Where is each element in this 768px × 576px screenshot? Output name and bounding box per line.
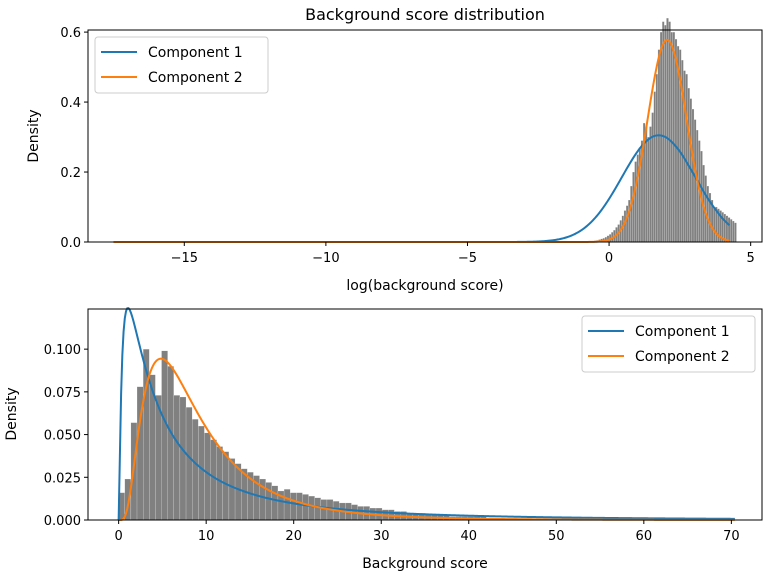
histogram-bar [198,425,205,521]
histogram-bar [283,489,291,521]
histogram-bar [634,161,637,243]
y-tick-label: 0.100 [44,343,81,358]
legend-box [94,36,269,94]
histogram-bar [651,112,654,243]
bottom-axes-frame [87,308,763,521]
histogram-bar [729,219,733,243]
histogram-bar [192,419,199,521]
curve-component-1 [117,307,735,521]
x-tick-label: −15 [171,251,198,266]
histogram-bar [167,366,174,521]
histogram-bar [664,24,667,243]
histogram-bar [302,494,309,521]
y-tick-label: 0.4 [60,96,81,111]
x-tick-label: 60 [636,529,653,544]
x-tick-label: 30 [373,529,390,544]
histogram-bar [179,396,187,521]
y-tick-label: 0.0 [60,236,81,251]
histogram-bar [210,439,217,521]
y-tick-label: 0.075 [44,386,81,401]
y-tick-label: 0.6 [60,26,81,41]
histogram-bar [649,126,652,243]
histogram-bar [623,210,627,243]
chart-title: Background score distribution [305,5,545,24]
histogram-bar [706,185,710,243]
legend-label-component-2: Component 2 [635,349,730,365]
y-tick-label: 0.2 [60,166,81,181]
bottom-y-axis-label: Density [4,387,20,440]
x-tick-label: 40 [460,529,477,544]
histogram-bar [271,485,279,521]
histogram-bar [632,171,635,243]
histogram-bar [630,185,633,243]
x-tick-label: 0 [114,529,122,544]
histogram-bar [290,492,297,521]
y-tick-label: 0.050 [44,429,81,444]
top-x-ticks: −15 −10 −5 0 5 [171,242,755,266]
top-x-axis-label: log(background score) [346,278,503,294]
histogram-bar [734,222,737,243]
legend-box [581,315,756,373]
legend-label-component-1: Component 1 [148,45,243,61]
histogram-bar [161,350,168,521]
bottom-chart: 0 10 20 30 40 50 60 70 0.000 0.025 0.050 0.075 0.10… [4,307,763,572]
histogram-bar [727,217,731,243]
histogram-bar [659,31,663,243]
histogram-bar [314,497,321,521]
y-tick-label: 0.000 [44,514,81,529]
histogram-bar [672,31,676,243]
x-tick-label: 50 [548,529,565,544]
histogram-bar [653,91,656,243]
x-tick-label: 0 [605,251,613,266]
histogram-bar [185,407,193,521]
bottom-x-axis-label: Background score [362,556,488,572]
histogram-bar [296,492,303,521]
histogram-bar [712,206,716,243]
histogram-bar [625,205,629,243]
histogram-bar [173,395,181,521]
x-tick-label: 10 [198,529,215,544]
x-tick-label: 20 [285,529,302,544]
x-tick-label: −10 [312,251,339,266]
y-tick-label: 0.025 [44,471,81,486]
histogram-bar [228,458,236,521]
legend-label-component-1: Component 1 [635,324,730,340]
x-tick-label: 70 [723,529,740,544]
histogram-bar [216,446,223,521]
histogram-bar [674,38,678,243]
bottom-legend: Component 1 Component 2 [581,315,756,373]
histogram-bar [657,49,661,243]
histogram-bar [320,499,328,521]
bottom-x-ticks: 0 10 20 30 40 50 60 70 [114,520,740,544]
histogram-bar [655,73,659,243]
histogram-bar [723,213,727,243]
histogram-bar [732,220,735,243]
top-y-ticks: 0.0 0.2 0.4 0.6 [60,26,88,251]
top-y-axis-label: Density [26,109,42,162]
histogram-bar [308,495,315,521]
histogram-bar [668,21,671,243]
histogram-bar [666,17,669,243]
top-axes-frame [87,29,763,243]
histogram-bar [234,463,242,521]
histogram-bar [685,73,688,243]
bottom-histogram [118,348,609,521]
histogram-bar [725,215,729,243]
histogram-bar [662,21,665,243]
histogram-bar [670,31,673,243]
bottom-y-ticks: 0.000 0.025 0.050 0.075 0.100 [44,343,88,529]
top-chart: Background score distribution −15 −10 −5 0 5… [26,5,763,294]
x-tick-label: 5 [747,251,755,266]
histogram-bar [693,119,697,243]
top-legend: Component 1 Component 2 [94,36,269,94]
histogram-bar [645,126,648,243]
histogram-bar [204,432,211,521]
legend-label-component-2: Component 2 [148,70,243,86]
x-tick-label: −5 [458,251,477,266]
histogram-bar [647,136,650,243]
